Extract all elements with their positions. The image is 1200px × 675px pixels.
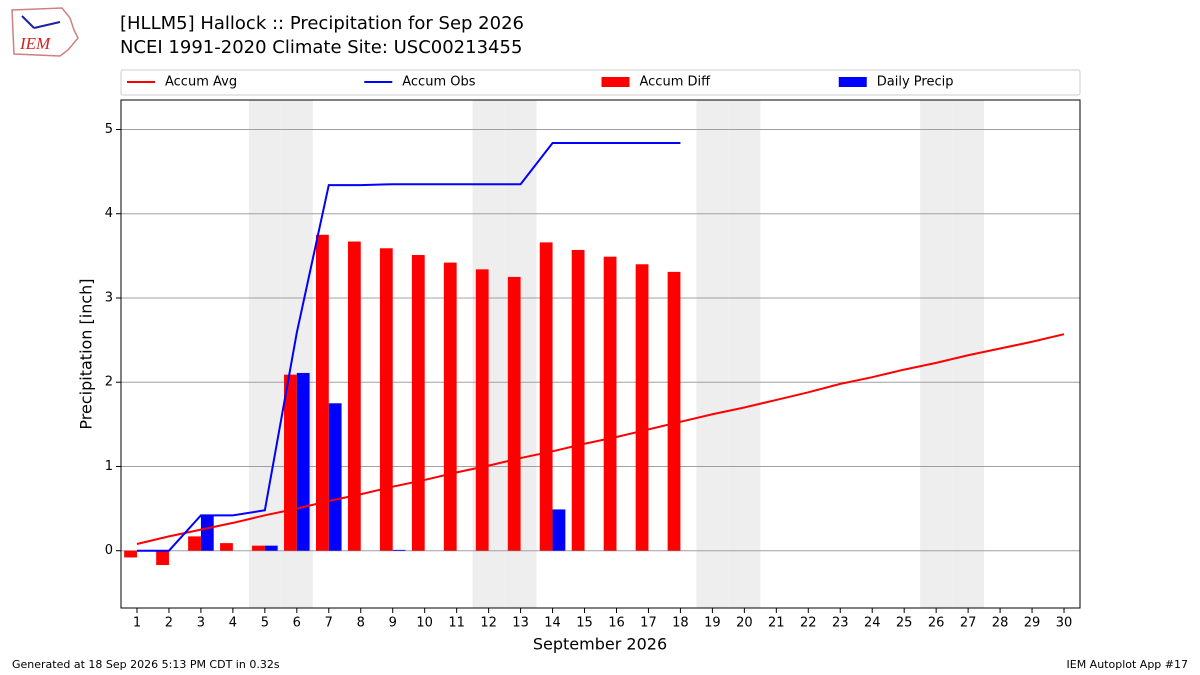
weekend-shade: [728, 100, 761, 608]
bar: [315, 234, 329, 551]
logo-icon: [21, 15, 35, 29]
weekend-shade: [952, 100, 985, 608]
y-tick-label: 5: [105, 122, 113, 137]
bar: [552, 509, 566, 551]
legend-label: Accum Diff: [640, 75, 712, 90]
x-tick-label: 11: [448, 616, 465, 631]
bar: [284, 374, 297, 551]
x-tick-label: 29: [1024, 616, 1041, 631]
footer-right: IEM Autoplot App #17: [1067, 658, 1189, 671]
x-tick-label: 24: [864, 616, 881, 631]
chart-title: [HLLM5] Hallock :: Precipitation for Sep…: [120, 13, 524, 34]
logo-text: IEM: [19, 34, 51, 53]
x-tick-label: 30: [1056, 616, 1073, 631]
y-tick-label: 0: [105, 543, 113, 558]
bar: [347, 241, 361, 551]
x-tick-label: 6: [293, 616, 301, 631]
bar: [124, 550, 137, 558]
chart-subtitle: NCEI 1991-2020 Climate Site: USC00213455: [120, 37, 522, 58]
x-tick-label: 18: [672, 616, 689, 631]
x-tick-label: 4: [229, 616, 237, 631]
bar: [156, 550, 169, 566]
bar: [571, 249, 585, 551]
y-tick-label: 1: [105, 459, 113, 474]
legend-swatch: [838, 77, 867, 87]
bar: [188, 536, 201, 551]
x-tick-label: 23: [832, 616, 849, 631]
y-axis-label: Precipitation [inch]: [77, 278, 96, 429]
x-tick-label: 8: [357, 616, 365, 631]
bar: [392, 549, 406, 551]
footer-left: Generated at 18 Sep 2026 5:13 PM CDT in …: [12, 658, 280, 671]
x-tick-label: 7: [325, 616, 333, 631]
x-tick-label: 10: [416, 616, 433, 631]
x-tick-label: 26: [928, 616, 945, 631]
x-tick-label: 16: [608, 616, 625, 631]
x-tick-label: 19: [704, 616, 721, 631]
legend-label: Daily Precip: [877, 75, 954, 90]
legend-swatch: [601, 77, 630, 87]
bar: [264, 545, 278, 551]
x-tick-label: 13: [512, 616, 529, 631]
legend-label: Accum Obs: [402, 75, 475, 90]
x-tick-label: 5: [261, 616, 269, 631]
x-tick-label: 12: [480, 616, 497, 631]
bar: [667, 271, 681, 551]
x-tick-label: 22: [800, 616, 817, 631]
legend-label: Accum Avg: [165, 75, 237, 90]
x-tick-label: 21: [768, 616, 785, 631]
bar: [475, 269, 489, 551]
weekend-shade: [696, 100, 729, 608]
bar: [603, 256, 617, 551]
bar: [635, 264, 649, 551]
x-tick-label: 17: [640, 616, 657, 631]
x-tick-label: 2: [165, 616, 173, 631]
x-tick-label: 9: [389, 616, 397, 631]
x-tick-label: 3: [197, 616, 205, 631]
bar: [443, 262, 457, 551]
x-tick-label: 25: [896, 616, 913, 631]
x-tick-label: 1: [133, 616, 141, 631]
x-tick-label: 14: [544, 616, 561, 631]
line: [136, 333, 1065, 545]
bar: [411, 255, 425, 551]
legend-frame: [120, 69, 1081, 96]
bar: [200, 515, 214, 551]
bar: [296, 372, 310, 551]
line: [136, 141, 681, 552]
x-tick-label: 28: [992, 616, 1009, 631]
y-tick-label: 4: [105, 206, 113, 221]
bar: [507, 276, 521, 551]
logo: IEM: [11, 7, 79, 57]
x-tick-label: 15: [576, 616, 593, 631]
plot-frame: [120, 99, 1081, 609]
x-axis-label: September 2026: [533, 635, 667, 654]
y-tick-label: 3: [105, 290, 113, 305]
bar: [539, 242, 553, 551]
x-tick-label: 20: [736, 616, 753, 631]
weekend-shade: [920, 100, 953, 608]
logo-icon: [33, 21, 61, 29]
y-tick-label: 2: [105, 375, 113, 390]
x-tick-label: 27: [960, 616, 977, 631]
weekend-shade: [248, 100, 281, 608]
bar: [328, 403, 342, 551]
bar: [220, 543, 233, 551]
bar: [379, 248, 393, 551]
logo-outline: [11, 7, 79, 57]
bar: [252, 545, 265, 551]
